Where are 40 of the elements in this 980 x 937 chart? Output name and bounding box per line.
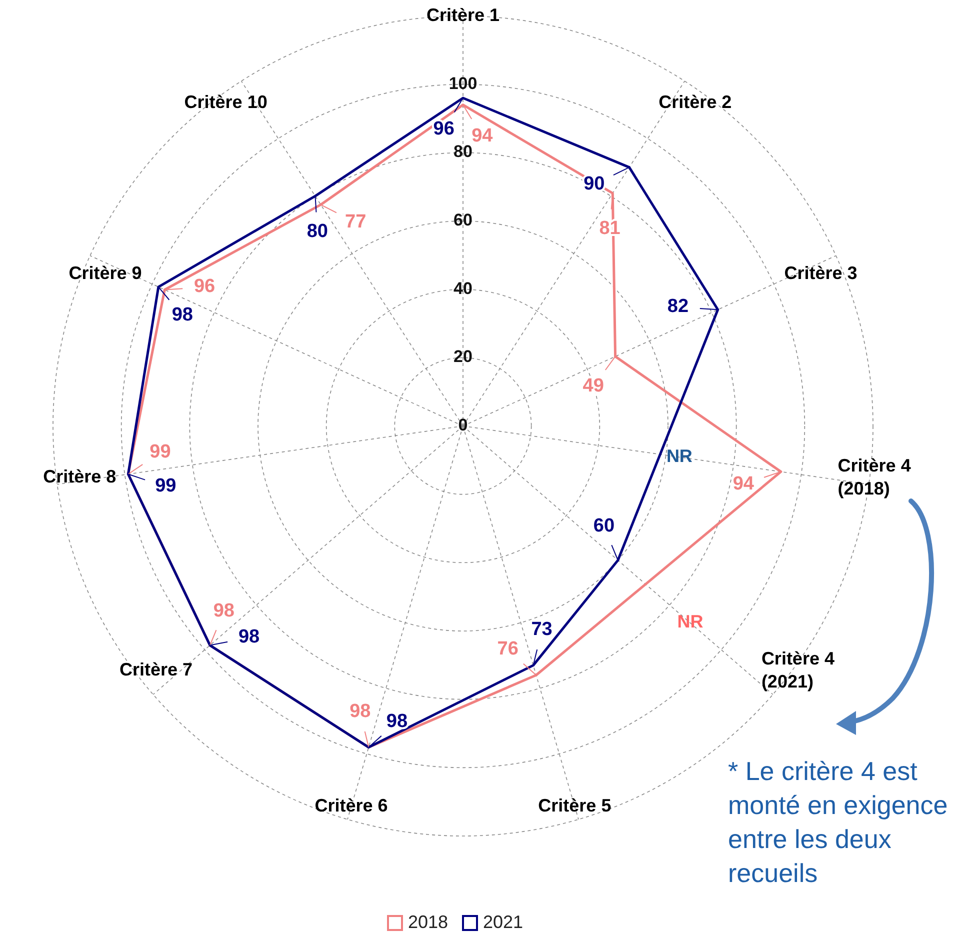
text: * Le critère 4 est monté en exigence entre les deux recueils <box>728 756 948 888</box>
data-label: 96 <box>194 276 216 298</box>
data-label: 98 <box>172 304 193 326</box>
spoke-label: Critère 6 <box>314 795 388 816</box>
data-label: 77 <box>345 211 366 232</box>
data-label: 99 <box>155 476 176 497</box>
y-tick-label: 20 <box>454 347 472 366</box>
spoke-label: Critère 4 (2018) <box>838 455 911 498</box>
spoke-label: Critère 5 <box>538 795 612 816</box>
legend-label: 2021 <box>483 912 524 932</box>
spoke-label: Critère 10 <box>184 92 268 112</box>
data-label: 80 <box>306 221 328 242</box>
data-label: 96 <box>433 118 454 140</box>
text: NR <box>666 446 692 466</box>
spoke-label: Critère 2 <box>658 92 732 112</box>
legend-label: 2018 <box>408 912 448 932</box>
data-label: 98 <box>213 600 234 622</box>
spoke-label: Critère 7 <box>120 659 193 680</box>
data-label: 49 <box>582 376 604 397</box>
y-tick-label: 0 <box>458 415 468 434</box>
data-label: 76 <box>497 638 518 660</box>
data-label: 98 <box>350 701 371 722</box>
spoke-label: Critère 4 (2021) <box>761 648 834 692</box>
spoke-label: Critère 3 <box>784 262 858 283</box>
data-label: 94 <box>732 473 754 494</box>
data-label: 98 <box>238 626 260 648</box>
data-label: 60 <box>593 516 615 537</box>
y-tick-label: 60 <box>454 210 472 230</box>
y-tick-label: 100 <box>448 74 478 93</box>
spoke-label: Critère 9 <box>68 262 142 283</box>
data-label: 99 <box>150 442 171 463</box>
data-label: 98 <box>386 710 408 732</box>
y-tick-label: 40 <box>454 278 472 298</box>
data-label: 82 <box>667 296 689 318</box>
data-label: 73 <box>531 619 552 640</box>
text: NR <box>677 612 704 632</box>
spoke-label: Critère 8 <box>43 466 116 486</box>
y-tick-label: 80 <box>454 142 472 162</box>
data-label: 94 <box>472 125 494 146</box>
data-label: 90 <box>584 174 605 195</box>
